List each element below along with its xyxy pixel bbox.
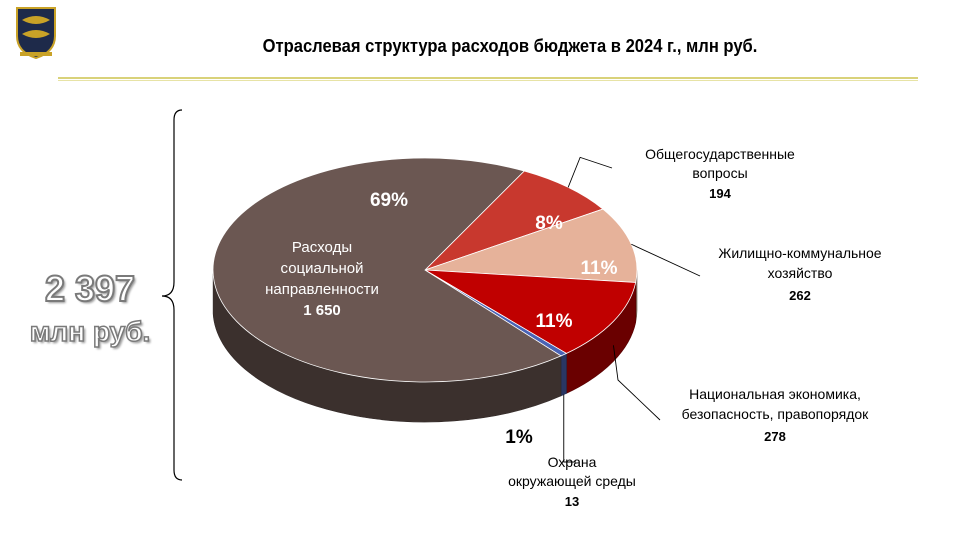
slice-value-social: 1 650 [303,302,341,319]
total-value: 2 397 [44,267,136,310]
label-general-line2: вопросы [692,165,747,181]
title-divider [58,77,918,83]
label-general-line1: Общегосударственные [645,146,795,162]
value-economy: 278 [764,429,786,444]
leader-housing [631,243,701,277]
pie-slice-social [212,157,562,383]
value-housing: 262 [789,288,811,303]
pie-top [212,157,638,383]
page-title: Отраслевая структура расходов бюджета в … [262,36,758,56]
label-economy-line2: безопасность, правопорядок [682,406,870,422]
value-general: 194 [709,186,731,201]
leader-environment [563,394,576,463]
slice-label-social-line1: Расходы [292,239,352,256]
slice-percent-housing: 11% [581,258,618,279]
label-economy-line1: Национальная экономика, [689,386,861,402]
pie-side-environment [560,352,567,397]
leader-general [567,156,613,188]
pie-slice-general [424,170,604,271]
label-environment-line1: Охрана [548,454,597,470]
value-environment: 13 [565,494,579,509]
label-environment-line2: окружающей среды [508,473,636,489]
total-unit: млн руб. [29,315,151,348]
total-bracket [161,109,183,481]
pie-slice-economy [424,269,637,354]
leader-economy [613,345,661,421]
slice-percent-social: 69% [370,190,408,211]
slice-percent-environment: 1% [505,427,533,448]
slice-label-social-line3: направленности [265,281,379,298]
slice-label-social-line2: социальной [281,260,364,277]
label-housing-line1: Жилищно-коммунальное [718,245,881,261]
coat-of-arms-icon [16,7,56,60]
slice-percent-economy: 11% [536,311,573,332]
slice-percent-general: 8% [535,213,563,234]
label-housing-line2: хозяйство [768,265,833,281]
leader-lines [563,156,701,463]
